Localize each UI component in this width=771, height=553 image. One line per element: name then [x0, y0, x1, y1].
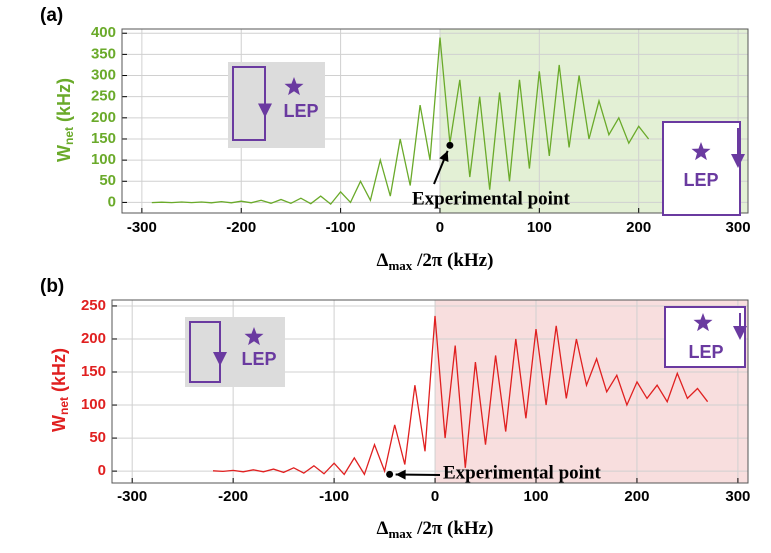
y-tick-label: 400 [91, 24, 116, 41]
arrow-head [213, 352, 227, 366]
x-tick-label: 300 [726, 219, 751, 236]
text-part: net [57, 397, 71, 415]
text-part: max [388, 258, 412, 273]
plot-frame [111, 299, 749, 484]
annotation-text: Experimental point [412, 188, 570, 209]
icon-label: LEP [683, 170, 718, 190]
text-part: /2π (kHz) [412, 250, 493, 271]
x-tick-label: -300 [127, 219, 157, 236]
x-tick-label: -200 [226, 219, 256, 236]
y-tick-label: 0 [98, 462, 106, 479]
star-icon [691, 142, 711, 161]
experimental-point [446, 141, 454, 149]
x-axis-label: Δmax /2π (kHz) [377, 250, 494, 273]
y-tick-label: 250 [91, 88, 116, 105]
text-part: W [49, 415, 69, 432]
text-part: Δ [377, 250, 389, 271]
y-tick-label: 150 [81, 363, 106, 380]
icon-box [185, 317, 285, 387]
y-tick-label: 200 [81, 330, 106, 347]
plot-frame [121, 28, 749, 214]
x-tick-label: 300 [725, 488, 750, 505]
y-tick-label: 100 [81, 396, 106, 413]
star-icon [244, 327, 264, 346]
loop-path [232, 66, 266, 141]
y-tick-label: 300 [91, 66, 116, 83]
x-tick-label: -300 [117, 488, 147, 505]
x-tick-label: -100 [319, 488, 349, 505]
x-tick-label: 0 [436, 219, 444, 236]
text-part: /2π (kHz) [412, 518, 493, 539]
text-part: (kHz) [54, 78, 74, 127]
icon-box [662, 121, 741, 216]
y-tick-label: 200 [91, 109, 116, 126]
experimental-point [386, 470, 394, 478]
x-tick-label: 0 [431, 488, 439, 505]
arrow-head [733, 326, 747, 340]
panel-label: (b) [40, 276, 64, 297]
star-icon [284, 77, 304, 96]
data-line [151, 37, 650, 206]
icon-box [664, 306, 746, 368]
text-part: Δ [377, 518, 389, 539]
data-line [212, 315, 709, 476]
x-tick-label: -200 [218, 488, 248, 505]
x-tick-label: 100 [527, 219, 552, 236]
y-tick-label: 150 [91, 130, 116, 147]
y-tick-label: 100 [91, 151, 116, 168]
y-tick-label: 0 [108, 193, 116, 210]
panel-label: (a) [40, 5, 63, 26]
icon-label: LEP [283, 101, 318, 121]
icon-label: LEP [688, 342, 723, 362]
text-part: (kHz) [49, 348, 69, 397]
x-tick-label: 200 [626, 219, 651, 236]
x-tick-label: 200 [624, 488, 649, 505]
arrow-head [731, 154, 745, 168]
y-tick-label: 350 [91, 45, 116, 62]
text-part: net [62, 127, 76, 145]
y-axis-label: Wnet (kHz) [49, 348, 71, 432]
loop-path [189, 321, 221, 383]
annotation-text: Experimental point [443, 462, 601, 483]
y-tick-label: 50 [99, 172, 116, 189]
arrow-head [439, 150, 449, 163]
text-part: W [54, 145, 74, 162]
y-axis-label: Wnet (kHz) [54, 78, 76, 162]
y-tick-label: 250 [81, 297, 106, 314]
text-part: max [388, 526, 412, 541]
star-icon [693, 313, 713, 332]
y-tick-label: 50 [89, 429, 106, 446]
arrow-head [258, 103, 272, 118]
icon-label: LEP [241, 349, 276, 369]
x-tick-label: -100 [326, 219, 356, 236]
arrow-head [395, 469, 406, 480]
x-axis-label: Δmax /2π (kHz) [377, 518, 494, 541]
icon-box [228, 62, 325, 148]
x-tick-label: 100 [523, 488, 548, 505]
